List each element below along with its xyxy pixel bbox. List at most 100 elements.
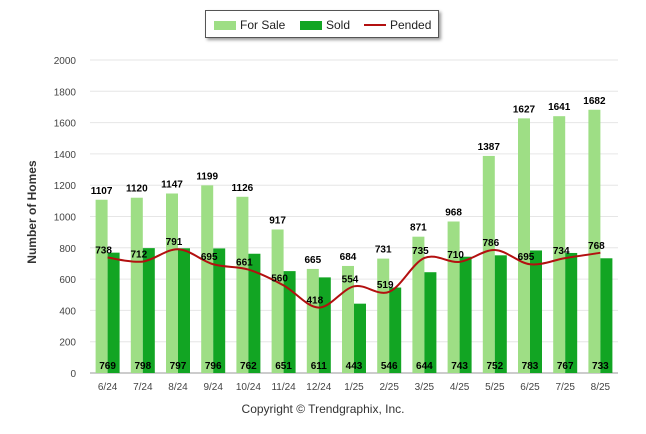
bar-sold bbox=[107, 252, 120, 373]
data-label-for-sale: 968 bbox=[445, 208, 462, 219]
x-tick-label: 11/24 bbox=[271, 382, 296, 393]
x-tick-label: 3/25 bbox=[415, 382, 435, 393]
x-tick-label: 7/24 bbox=[133, 382, 153, 393]
bar-sold bbox=[318, 277, 331, 373]
data-label-sold: 651 bbox=[275, 361, 292, 372]
bar-for-sale bbox=[482, 155, 495, 373]
x-tick-label: 12/24 bbox=[306, 382, 331, 393]
bar-sold bbox=[213, 248, 226, 373]
bar-sold bbox=[354, 303, 366, 373]
bar-for-sale bbox=[271, 229, 284, 373]
data-label-sold: 783 bbox=[522, 361, 539, 372]
x-tick-label: 8/24 bbox=[168, 382, 188, 393]
x-tick-label: 9/24 bbox=[203, 382, 223, 393]
data-label-for-sale: 1641 bbox=[548, 102, 571, 113]
x-tick-label: 1/25 bbox=[344, 382, 364, 393]
data-label-sold: 644 bbox=[416, 361, 433, 372]
y-tick-label: 200 bbox=[59, 338, 76, 349]
data-label-pended: 519 bbox=[377, 280, 394, 291]
bar-for-sale bbox=[447, 221, 460, 373]
y-axis-ticks: 0 200 400 600 800 1000 1200 1400 1600 1800 2000 bbox=[54, 56, 77, 380]
bar-sold bbox=[565, 252, 578, 373]
y-tick-label: 1400 bbox=[54, 150, 77, 161]
data-label-pended: 768 bbox=[588, 241, 605, 252]
bar-sold bbox=[459, 256, 472, 373]
data-label-sold: 767 bbox=[557, 361, 574, 372]
y-axis-label: Number of Homes bbox=[25, 160, 39, 264]
bar-sold bbox=[283, 271, 296, 373]
data-label-sold: 797 bbox=[170, 361, 187, 372]
data-label-pended: 735 bbox=[412, 246, 429, 257]
legend-sold-label[interactable]: Sold bbox=[326, 18, 351, 32]
copyright-text: Copyright © Trendgraphix, Inc. bbox=[241, 402, 405, 416]
data-label-pended: 695 bbox=[518, 252, 535, 263]
data-label-pended: 418 bbox=[306, 296, 323, 307]
legend-for-sale-swatch bbox=[214, 21, 236, 30]
bar-for-sale bbox=[201, 185, 214, 373]
data-label-pended: 560 bbox=[271, 273, 288, 284]
data-label-for-sale: 1199 bbox=[196, 171, 218, 182]
bar-for-sale bbox=[412, 236, 425, 373]
bar-sold bbox=[389, 287, 402, 373]
data-label-for-sale: 665 bbox=[304, 255, 321, 266]
x-tick-label: 8/25 bbox=[591, 382, 611, 393]
bar-for-sale bbox=[518, 118, 530, 373]
legend-pended-label[interactable]: Pended bbox=[390, 18, 432, 32]
bar-for-sale bbox=[553, 116, 566, 373]
bar-for-sale bbox=[166, 193, 178, 373]
pended-line bbox=[107, 248, 601, 309]
data-label-pended: 786 bbox=[482, 238, 499, 249]
data-label-sold: 743 bbox=[451, 361, 468, 372]
data-label-sold: 733 bbox=[592, 361, 609, 372]
data-label-for-sale: 731 bbox=[375, 245, 392, 256]
data-label-sold: 443 bbox=[346, 361, 363, 372]
bar-sold bbox=[494, 255, 507, 373]
y-tick-label: 600 bbox=[59, 275, 76, 286]
bar-for-sale bbox=[377, 258, 390, 373]
bar-for-sale bbox=[130, 197, 143, 373]
x-tick-label: 7/25 bbox=[555, 382, 575, 393]
x-tick-label: 4/25 bbox=[450, 382, 470, 393]
bar-for-sale bbox=[342, 265, 354, 373]
bar-sold bbox=[424, 272, 437, 373]
bars bbox=[95, 109, 613, 373]
data-label-pended: 554 bbox=[342, 274, 359, 285]
data-label-pended: 791 bbox=[166, 237, 183, 248]
data-label-pended: 695 bbox=[201, 252, 218, 263]
data-label-sold: 798 bbox=[134, 361, 151, 372]
data-label-for-sale: 917 bbox=[269, 215, 286, 226]
data-label-for-sale: 1147 bbox=[161, 179, 183, 190]
x-tick-label: 2/25 bbox=[379, 382, 399, 393]
data-label-sold: 752 bbox=[486, 361, 503, 372]
data-label-for-sale: 1126 bbox=[232, 183, 254, 194]
data-label-for-sale: 1120 bbox=[126, 184, 148, 195]
x-tick-label: 10/24 bbox=[236, 382, 261, 393]
data-label-sold: 796 bbox=[205, 361, 222, 372]
legend-pended-swatch bbox=[364, 24, 386, 26]
y-tick-label: 1800 bbox=[54, 87, 77, 98]
data-label-for-sale: 871 bbox=[410, 223, 427, 234]
y-tick-label: 1600 bbox=[54, 119, 77, 130]
legend-for-sale-label[interactable]: For Sale bbox=[240, 18, 286, 32]
pended-line-layer bbox=[107, 248, 601, 309]
x-tick-label: 6/25 bbox=[520, 382, 540, 393]
x-tick-label: 6/24 bbox=[98, 382, 118, 393]
y-tick-label: 2000 bbox=[54, 56, 77, 67]
data-label-pended: 661 bbox=[236, 258, 253, 269]
data-label-for-sale: 684 bbox=[340, 252, 357, 263]
data-label-pended: 710 bbox=[447, 250, 464, 261]
y-tick-label: 1000 bbox=[54, 213, 77, 224]
y-tick-label: 0 bbox=[70, 369, 76, 380]
bar-sold bbox=[178, 248, 190, 373]
x-axis-ticks: 6/24 7/24 8/24 9/24 10/24 11/24 12/24 1/25 2/25 3… bbox=[98, 382, 611, 393]
bar-for-sale bbox=[588, 109, 601, 373]
data-label-sold: 611 bbox=[311, 361, 328, 372]
bar-for-sale bbox=[95, 199, 108, 373]
data-label-pended: 734 bbox=[553, 246, 570, 257]
bar-sold bbox=[142, 248, 155, 373]
data-label-sold: 762 bbox=[240, 361, 257, 372]
legend-sold-swatch bbox=[300, 21, 322, 30]
data-label-for-sale: 1682 bbox=[583, 96, 606, 107]
data-label-sold: 546 bbox=[381, 361, 398, 372]
